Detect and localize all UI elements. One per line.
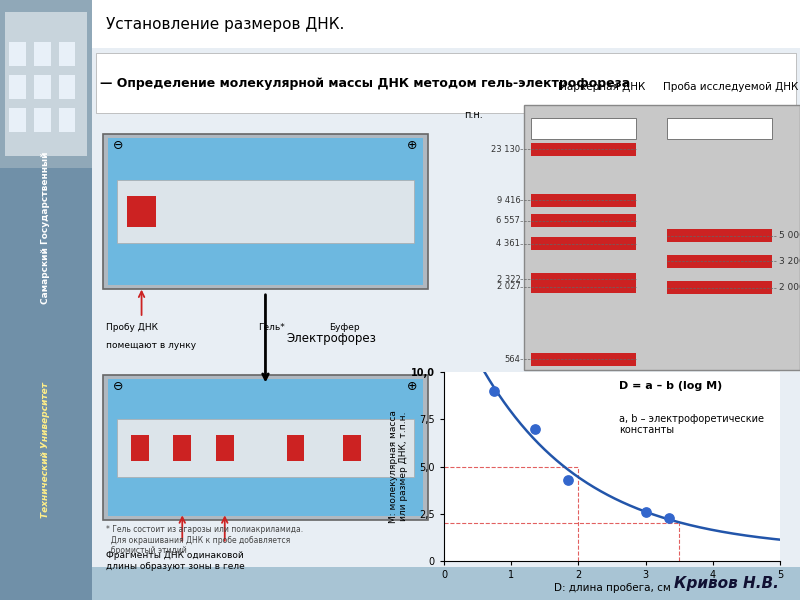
Text: Гель*: Гель* [258, 323, 285, 332]
Bar [174, 435, 191, 461]
Bar [108, 138, 422, 285]
Text: 23 130: 23 130 [491, 145, 520, 154]
Bar [667, 118, 772, 139]
Bar [531, 273, 636, 286]
Bar [531, 281, 636, 293]
Bar [531, 118, 636, 139]
Bar [531, 353, 636, 366]
Text: 2 000: 2 000 [779, 283, 800, 292]
Text: Фрагменты ДНК одинаковой
длины образуют зоны в геле: Фрагменты ДНК одинаковой длины образуют … [106, 551, 245, 571]
Text: ⊖: ⊖ [114, 380, 124, 393]
Bar [59, 42, 75, 66]
Text: ⊕: ⊕ [407, 380, 418, 393]
Text: 2 322: 2 322 [497, 275, 520, 284]
Text: 2 027: 2 027 [497, 283, 520, 292]
Text: Проба исследуемой ДНК: Проба исследуемой ДНК [663, 82, 798, 92]
Text: 3 200: 3 200 [779, 257, 800, 266]
Bar [127, 196, 156, 227]
Bar [667, 281, 772, 294]
Text: Кривов Н.В.: Кривов Н.В. [674, 576, 778, 591]
Bar [108, 379, 422, 516]
Bar [5, 12, 87, 156]
Bar [524, 105, 800, 370]
Bar [59, 108, 75, 132]
Point [662, 513, 675, 523]
Text: * Гель состоит из агарозы или полиакриламида.
  Для окрашивания ДНК к пробе доба: * Гель состоит из агарозы или полиакрила… [106, 526, 303, 555]
Text: 9 416: 9 416 [497, 196, 520, 205]
Text: Маркерная ДНК: Маркерная ДНК [558, 82, 645, 92]
Bar [34, 108, 50, 132]
Text: — Определение молекулярной массы ДНК методом гель-электрофореза: — Определение молекулярной массы ДНК мет… [101, 77, 630, 90]
Text: помещают в лунку: помещают в лунку [106, 341, 196, 350]
Text: ⊕: ⊕ [407, 139, 418, 152]
Bar [531, 143, 636, 155]
Text: 5 000: 5 000 [779, 232, 800, 241]
Bar [531, 214, 636, 227]
Point [488, 386, 501, 396]
Bar [0, 0, 92, 168]
Bar [102, 375, 428, 520]
Text: Установление размеров ДНК.: Установление размеров ДНК. [106, 16, 345, 31]
Point [528, 424, 541, 433]
Text: ⊖: ⊖ [114, 139, 124, 152]
X-axis label: D: длина пробега, см: D: длина пробега, см [554, 583, 670, 593]
Bar [216, 435, 234, 461]
Text: Технический Университет: Технический Университет [42, 382, 50, 518]
Text: a, b – электрофоретические
константы: a, b – электрофоретические константы [618, 413, 764, 435]
Text: 4 361: 4 361 [497, 239, 520, 248]
Bar [117, 181, 414, 242]
Text: п.н.: п.н. [464, 110, 482, 120]
Text: 6 557: 6 557 [497, 216, 520, 225]
Bar [531, 237, 636, 250]
Y-axis label: М: молекулярная масса
или размер ДНК, т.п.н.: М: молекулярная масса или размер ДНК, т.… [389, 410, 408, 523]
Bar [667, 254, 772, 268]
Text: Буфер: Буфер [329, 323, 360, 332]
Text: Электрофорез: Электрофорез [286, 332, 377, 345]
Bar [10, 42, 26, 66]
Point [562, 475, 574, 485]
Bar [10, 75, 26, 99]
Bar [34, 75, 50, 99]
Bar [531, 194, 636, 206]
Bar [102, 134, 428, 289]
Text: 564: 564 [505, 355, 520, 364]
Bar [286, 435, 305, 461]
Bar [10, 108, 26, 132]
Bar [117, 419, 414, 476]
Text: D = a – b (log M): D = a – b (log M) [618, 381, 722, 391]
Text: Пробу ДНК: Пробу ДНК [106, 323, 158, 332]
Bar [34, 42, 50, 66]
Bar [131, 435, 149, 461]
Point [639, 507, 652, 517]
Bar [95, 53, 797, 113]
Bar [667, 229, 772, 242]
Text: Самарский Государственный: Самарский Государственный [42, 152, 50, 304]
Bar [343, 435, 361, 461]
Bar [59, 75, 75, 99]
